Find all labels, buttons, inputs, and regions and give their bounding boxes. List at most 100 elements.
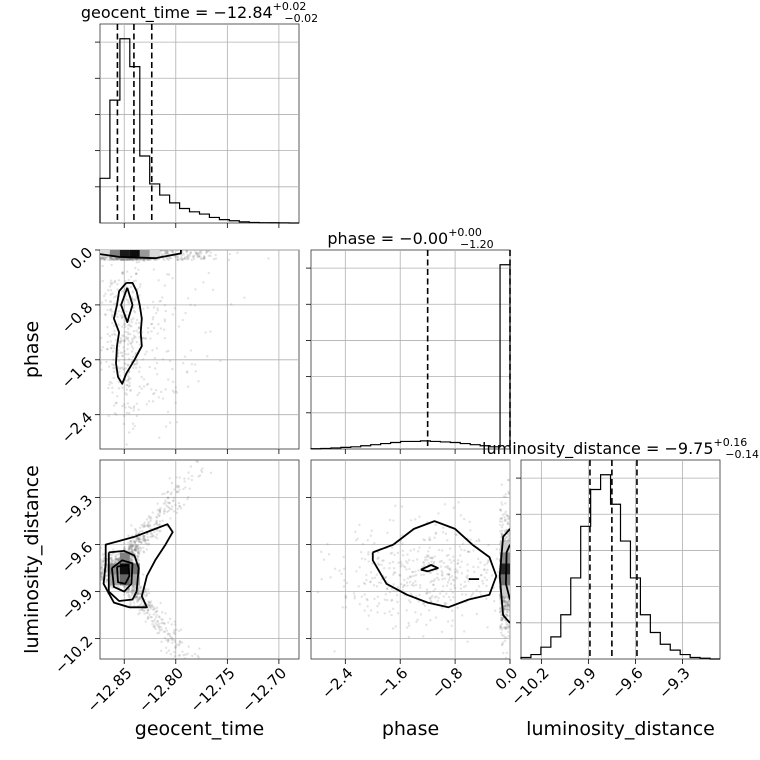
- scatter-point: [392, 573, 395, 576]
- scatter-point: [183, 257, 186, 260]
- scatter-point: [462, 517, 466, 521]
- scatter-point: [116, 257, 119, 261]
- scatter-point: [505, 613, 509, 617]
- scatter-point: [158, 625, 161, 628]
- scatter-point: [507, 517, 510, 521]
- scatter-point: [130, 559, 133, 563]
- scatter-point: [506, 603, 510, 607]
- scatter-point: [100, 575, 103, 579]
- scatter-point: [508, 605, 510, 608]
- scatter-point: [189, 251, 192, 255]
- scatter-point: [147, 608, 150, 611]
- scatter-point: [443, 503, 447, 506]
- scatter-point: [109, 307, 113, 311]
- panel-title-upper: +0.02: [273, 0, 307, 13]
- scatter-point: [326, 542, 329, 546]
- scatter-point: [184, 664, 186, 666]
- scatter-point: [148, 516, 151, 520]
- scatter-point: [133, 298, 136, 301]
- scatter-point: [502, 599, 505, 602]
- scatter-point: [160, 617, 163, 621]
- scatter-point: [506, 521, 509, 524]
- scatter-point: [507, 478, 510, 482]
- scatter-point: [358, 523, 361, 527]
- scatter-point: [114, 338, 118, 342]
- scatter-point: [500, 619, 504, 622]
- scatter-point: [200, 470, 204, 474]
- scatter-point: [157, 396, 160, 399]
- scatter-point: [122, 346, 125, 349]
- scatter-point: [127, 339, 130, 343]
- scatter-point: [129, 544, 133, 547]
- scatter-point: [167, 349, 170, 353]
- scatter-point: [508, 516, 510, 520]
- scatter-point: [122, 305, 125, 308]
- scatter-point: [178, 642, 182, 645]
- scatter-point: [111, 258, 115, 261]
- scatter-point: [107, 414, 110, 418]
- scatter-point: [499, 508, 502, 511]
- scatter-point: [108, 334, 112, 338]
- scatter-point: [386, 531, 389, 535]
- y-tick-label: −9.6: [58, 538, 96, 576]
- scatter-point: [403, 565, 407, 569]
- scatter-point: [445, 584, 449, 587]
- scatter-point: [107, 365, 111, 368]
- scatter-point: [507, 624, 510, 627]
- scatter-point: [214, 253, 217, 257]
- scatter-point: [127, 547, 130, 550]
- scatter-point: [135, 257, 138, 261]
- scatter-point: [142, 525, 145, 528]
- scatter-point: [499, 536, 503, 539]
- pair-panel-luminosity_distance-vs-phase: [306, 459, 511, 664]
- scatter-point: [136, 547, 139, 550]
- scatter-point: [504, 518, 507, 522]
- scatter-point: [119, 351, 123, 354]
- scatter-point: [143, 525, 147, 528]
- scatter-point: [125, 258, 129, 262]
- scatter-point: [169, 257, 173, 260]
- scatter-point: [110, 558, 113, 561]
- scatter-point: [504, 495, 507, 498]
- scatter-point: [166, 251, 169, 254]
- scatter-point: [134, 527, 137, 531]
- scatter-point: [507, 490, 510, 493]
- scatter-point: [127, 431, 131, 434]
- scatter-point: [100, 571, 102, 574]
- scatter-point: [100, 571, 102, 574]
- scatter-point: [158, 508, 161, 511]
- scatter-point: [163, 250, 167, 253]
- scatter-point: [500, 616, 503, 620]
- scatter-point: [100, 565, 104, 569]
- scatter-point: [112, 366, 115, 370]
- scatter-point: [428, 556, 432, 560]
- scatter-point: [104, 292, 107, 295]
- scatter-point: [119, 341, 123, 344]
- scatter-point: [186, 255, 189, 258]
- scatter-point: [110, 556, 113, 560]
- scatter-point: [100, 574, 103, 577]
- scatter-point: [135, 536, 139, 539]
- scatter-point: [166, 510, 169, 514]
- scatter-point: [469, 529, 472, 532]
- scatter-point: [487, 543, 490, 547]
- scatter-point: [132, 309, 136, 313]
- scatter-point: [122, 258, 126, 262]
- scatter-point: [129, 406, 133, 410]
- scatter-point: [452, 506, 456, 509]
- scatter-point: [182, 361, 185, 365]
- scatter-point: [149, 524, 152, 528]
- scatter-point: [401, 534, 404, 537]
- scatter-point: [175, 511, 179, 514]
- scatter-point: [197, 656, 200, 659]
- scatter-point: [158, 511, 162, 514]
- scatter-point: [137, 544, 140, 548]
- scatter-point: [228, 252, 232, 256]
- scatter-point: [214, 257, 218, 260]
- scatter-point: [385, 587, 389, 590]
- scatter-point: [142, 550, 145, 553]
- scatter-point: [132, 601, 136, 604]
- scatter-point: [498, 611, 502, 614]
- scatter-point: [168, 506, 171, 509]
- scatter-point: [132, 544, 135, 547]
